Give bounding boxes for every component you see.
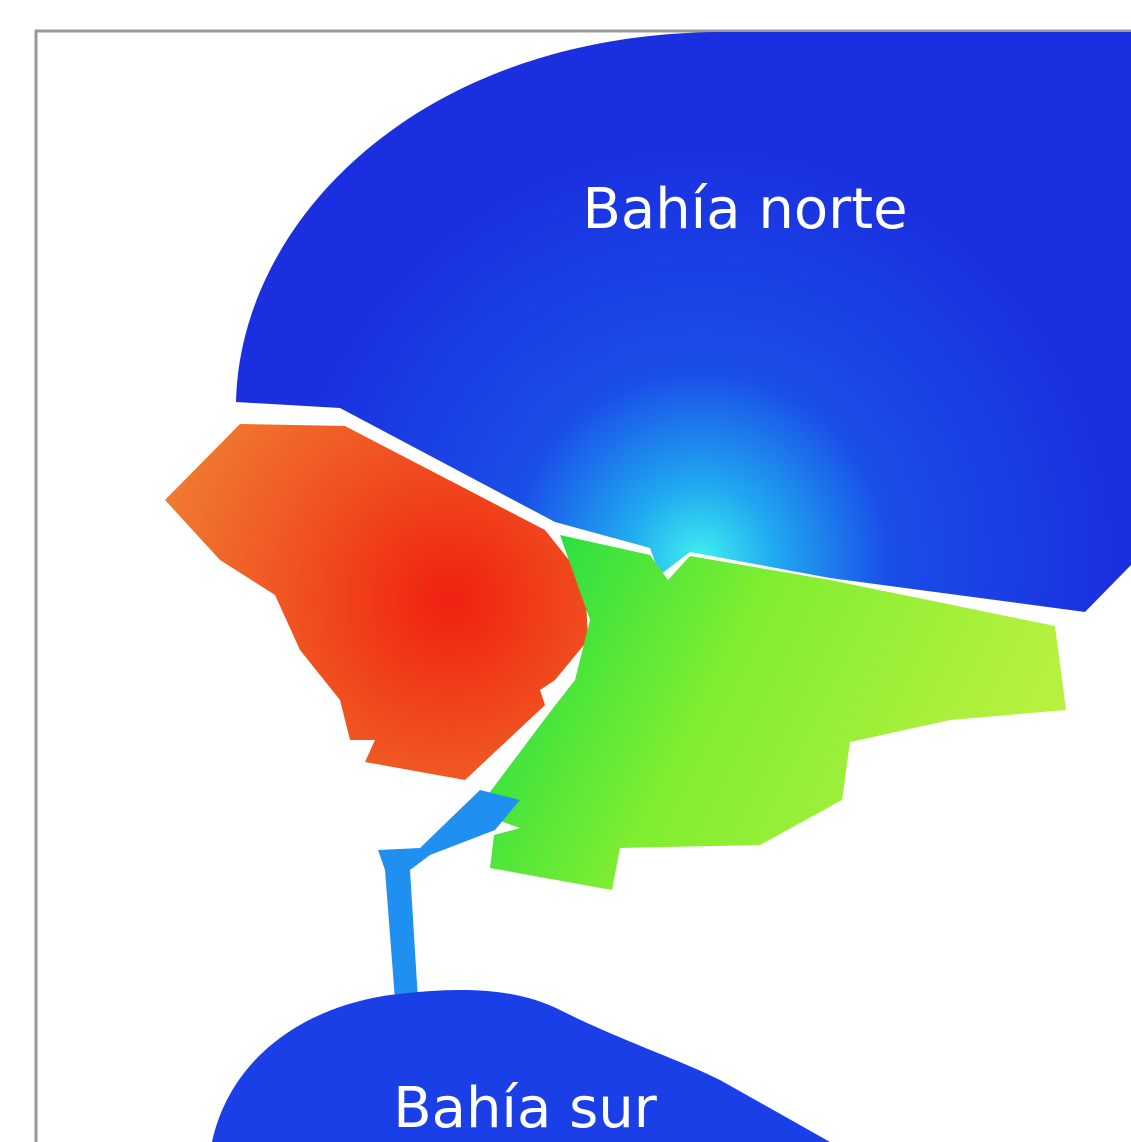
frame — [34, 29, 1131, 1142]
label-south: Bahía sur — [393, 1076, 658, 1141]
label-north: Bahía norte — [582, 177, 907, 242]
west-zone — [165, 424, 588, 780]
east-zone — [475, 535, 1066, 890]
channel — [378, 790, 520, 1000]
north-bay — [236, 32, 1131, 612]
south-bay — [212, 990, 830, 1142]
